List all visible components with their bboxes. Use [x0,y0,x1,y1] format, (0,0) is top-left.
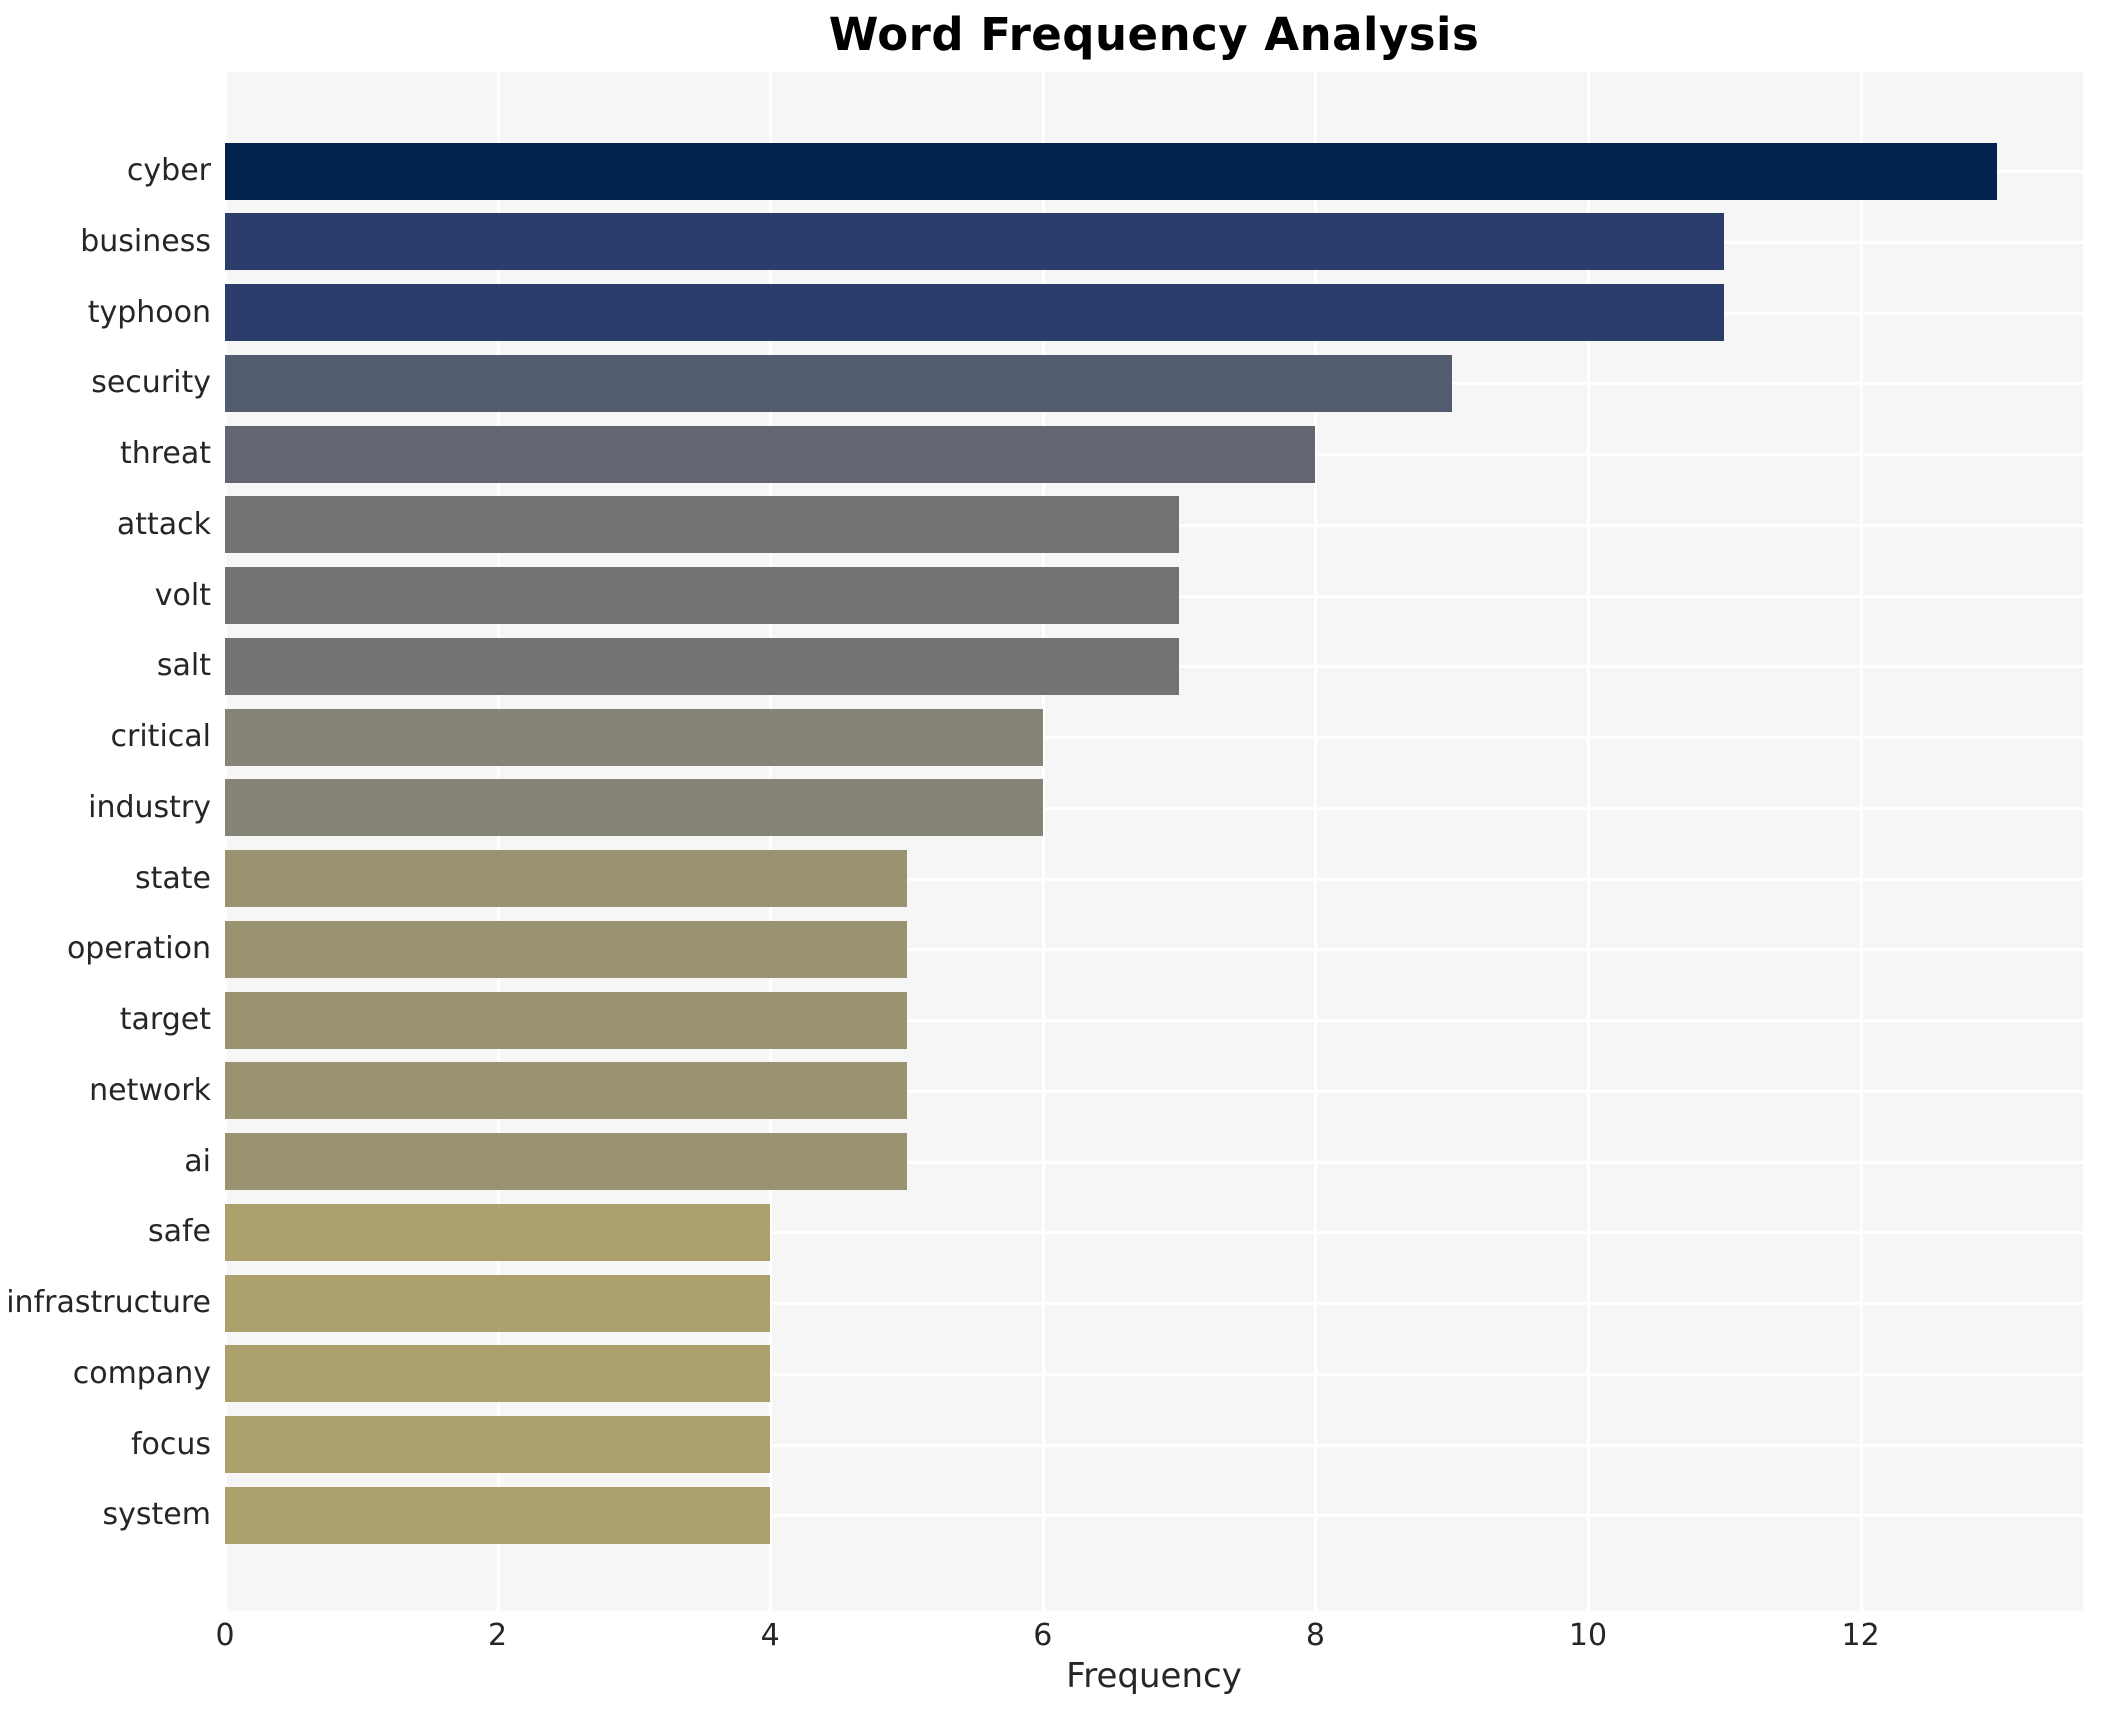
bar-safe [225,1203,771,1261]
y-label-volt: volt [154,577,211,613]
bar-infrastructure [225,1274,771,1332]
y-label-threat: threat [119,436,211,471]
plot-area [224,72,2083,1611]
gridline-x-4 [769,72,773,1611]
y-label-attack: attack [116,506,211,542]
x-axis-title: Frequency [1066,1656,1242,1696]
y-label-safe: safe [147,1214,211,1250]
gridline-y-ai [225,1160,2083,1164]
gridline-y-focus [225,1443,2083,1447]
bar-focus [225,1416,771,1473]
gridline-x-2 [496,72,500,1611]
gridline-x-8 [1314,72,1318,1611]
bar-critical [225,708,1043,766]
gridline-y-system [225,1514,2083,1518]
y-label-target: target [119,1002,211,1037]
gridline-x-12 [1859,72,1863,1611]
bar-target [225,991,907,1049]
gridline-y-operation [225,948,2083,952]
y-label-industry: industry [88,789,211,825]
bar-security [225,354,1452,412]
bar-company [225,1345,771,1403]
bar-salt [225,637,1180,695]
bar-volt [225,567,1180,624]
y-label-focus: focus [130,1426,211,1462]
chart-title: Word Frequency Analysis [828,8,1480,61]
bar-state [225,850,907,907]
bar-threat [225,425,1316,483]
bar-operation [225,920,907,978]
y-label-operation: operation [66,931,211,967]
y-label-critical: critical [110,719,211,754]
x-tick-8: 8 [1305,1618,1325,1653]
y-label-state: state [135,860,211,896]
x-tick-4: 4 [760,1618,780,1653]
x-tick-6: 6 [1033,1618,1053,1653]
y-label-salt: salt [156,648,211,684]
bar-industry [225,779,1043,837]
gridline-y-target [225,1019,2083,1022]
gridline-y-infrastructure [225,1302,2083,1305]
y-label-typhoon: typhoon [87,294,211,330]
y-label-ai: ai [184,1143,211,1179]
y-label-company: company [72,1355,211,1391]
x-tick-0: 0 [215,1618,235,1653]
gridline-y-critical [225,736,2083,739]
gridline-y-network [225,1089,2083,1093]
x-tick-2: 2 [488,1618,508,1653]
y-label-business: business [80,223,211,259]
gridline-x-0 [224,72,227,1611]
y-label-cyber: cyber [126,153,211,188]
gridline-x-10 [1587,72,1590,1611]
x-tick-12: 12 [1841,1618,1880,1653]
bar-ai [225,1133,907,1190]
bar-system [225,1486,771,1544]
x-tick-10: 10 [1568,1618,1608,1653]
gridline-y-company [225,1372,2083,1376]
bar-typhoon [225,284,1725,341]
bar-attack [225,496,1180,554]
y-label-infrastructure: infrastructure [6,1285,211,1320]
gridline-y-safe [225,1231,2083,1235]
y-label-network: network [89,1072,211,1108]
y-label-security: security [91,365,211,401]
y-label-system: system [102,1497,211,1533]
bar-business [225,213,1725,271]
bar-cyber [225,142,1997,200]
gridline-y-state [225,877,2083,881]
gridline-x-6 [1041,72,1045,1611]
gridline-y-industry [225,806,2083,810]
bar-network [225,1062,907,1120]
